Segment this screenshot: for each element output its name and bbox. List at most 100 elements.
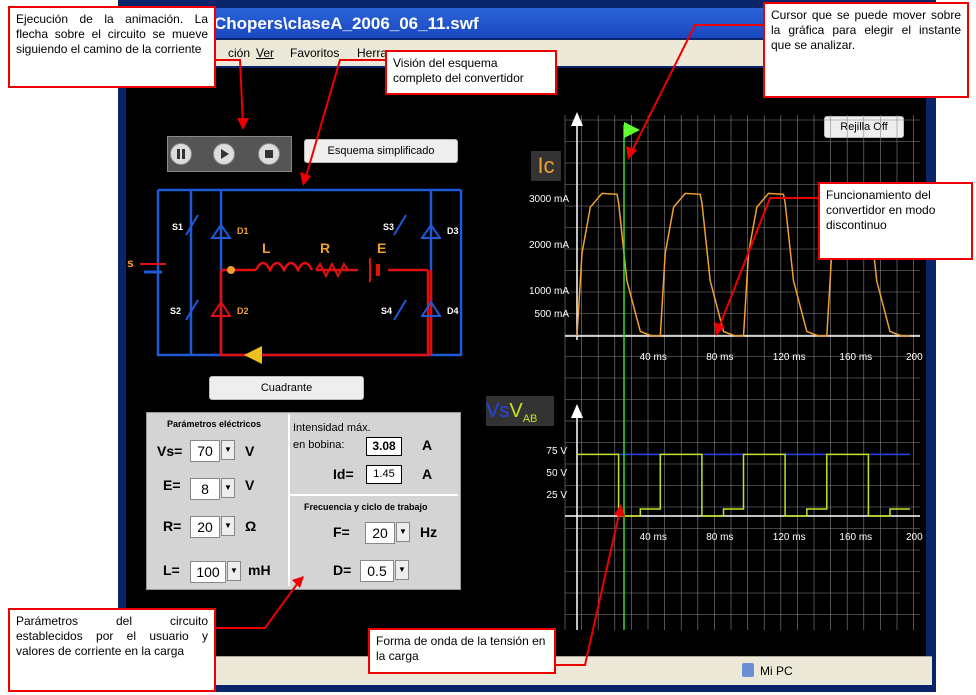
note-scheme: Visión del esquema completo del converti… xyxy=(385,50,557,95)
quadrant-button[interactable]: Cuadrante xyxy=(209,376,364,400)
menu-tools[interactable]: Herra xyxy=(357,46,388,60)
v-x-tick-label: 160 ms xyxy=(839,532,872,543)
stop-button[interactable] xyxy=(258,143,280,165)
diode-d2 xyxy=(210,300,232,317)
play-icon xyxy=(221,149,229,159)
label-s1: S1 xyxy=(172,222,184,232)
r-select[interactable]: 20 xyxy=(190,516,220,538)
ic-x-tick-label: 160 ms xyxy=(839,352,872,363)
vab-series-line xyxy=(577,453,910,517)
imax-unit: A xyxy=(422,437,433,453)
chevron-down-icon[interactable]: ▼ xyxy=(221,516,235,536)
ic-tick-label: 1000 mA xyxy=(529,286,569,297)
label-d3: D3 xyxy=(447,226,459,236)
vs-unit: V xyxy=(245,443,255,459)
v-tick-label: 25 V xyxy=(546,490,567,501)
inductor-symbol xyxy=(254,261,314,273)
cursor-handle-icon xyxy=(624,122,640,138)
label-l: L xyxy=(262,240,271,256)
stop-icon xyxy=(265,150,273,158)
status-computer: Mi PC xyxy=(760,664,793,678)
id-label: Id= xyxy=(333,466,354,482)
switch-s4 xyxy=(393,299,407,321)
switch-s1 xyxy=(185,214,199,236)
switch-s2 xyxy=(185,299,199,321)
e-select[interactable]: 8 xyxy=(190,478,220,500)
ic-x-tick-label: 40 ms xyxy=(640,352,667,363)
chevron-down-icon[interactable]: ▼ xyxy=(395,560,409,580)
label-s2: S2 xyxy=(170,306,182,316)
pause-button[interactable] xyxy=(170,143,192,165)
label-r: R xyxy=(320,240,331,256)
l-unit: mH xyxy=(248,562,271,578)
v-x-tick-label: 200 ms xyxy=(906,532,926,543)
v-x-tick-label: 120 ms xyxy=(773,532,806,543)
label-s3: S3 xyxy=(383,222,395,232)
v-axis-arrow-icon xyxy=(571,404,583,418)
ic-axis-arrow-icon xyxy=(571,112,583,126)
e-label: E= xyxy=(163,477,181,493)
chevron-down-icon[interactable]: ▼ xyxy=(396,522,410,542)
imax-label: Intensidad máx. xyxy=(293,422,371,434)
ic-x-tick-label: 200 ms xyxy=(906,352,926,363)
ic-label: Ic xyxy=(531,151,561,181)
id-value: 1.45 xyxy=(366,465,402,484)
label-s4: S4 xyxy=(381,306,393,316)
d-select[interactable]: 0.5 xyxy=(360,560,394,582)
play-button[interactable] xyxy=(213,143,235,165)
menu-favorites[interactable]: Favoritos xyxy=(290,46,340,60)
v-x-tick-label: 40 ms xyxy=(640,532,667,543)
scheme-button[interactable]: Esquema simplificado xyxy=(304,139,458,163)
menu-view[interactable]: Ver xyxy=(256,46,275,60)
diode-d3 xyxy=(420,223,442,239)
chevron-down-icon[interactable]: ▼ xyxy=(221,478,235,498)
diode-d4 xyxy=(420,300,442,317)
current-arrow-icon xyxy=(244,346,262,364)
note-cursor: Cursor que se puede mover sobre la gráfi… xyxy=(763,2,969,98)
freq-params-title: Frecuencia y ciclo de trabajo xyxy=(304,502,428,512)
l-label: L= xyxy=(163,562,180,578)
pause-icon xyxy=(177,149,185,159)
note-parameters: Parámetros del circuito establecidos por… xyxy=(8,608,216,692)
ic-tick-label: 2000 mA xyxy=(529,240,569,251)
ic-tick-label: 500 mA xyxy=(535,309,570,320)
label-d4: D4 xyxy=(447,306,459,316)
circuit-diagram xyxy=(140,188,463,364)
vs-select[interactable]: 70 xyxy=(190,440,220,462)
id-unit: A xyxy=(422,466,433,482)
note-waveform: Forma de onda de la tensión en la carga xyxy=(368,628,556,674)
label-source: s xyxy=(127,256,134,270)
switch-s3 xyxy=(393,214,407,236)
e-unit: V xyxy=(245,477,255,493)
diode-d1 xyxy=(210,223,232,239)
v-tick-label: 75 V xyxy=(546,446,567,457)
l-select[interactable]: 100 xyxy=(190,561,226,583)
vs-legend: Vs xyxy=(486,400,510,422)
label-d1: D1 xyxy=(237,226,249,236)
imax-label-2: en bobina: xyxy=(293,439,345,451)
electric-params-title: Parámetros eléctricos xyxy=(167,419,262,429)
vab-sub: AB xyxy=(522,413,538,425)
f-select[interactable]: 20 xyxy=(365,522,395,544)
resistor-symbol xyxy=(315,261,349,279)
label-d2: D2 xyxy=(237,306,249,316)
menu-edit[interactable]: ción xyxy=(228,46,251,60)
f-unit: Hz xyxy=(420,524,438,540)
vs-label: Vs= xyxy=(157,443,183,459)
v-legend: VsVAB xyxy=(486,396,554,426)
ic-tick-label: 3000 mA xyxy=(529,194,569,205)
d-label: D= xyxy=(333,562,352,578)
ic-x-tick-label: 80 ms xyxy=(706,352,733,363)
ic-x-tick-label: 120 ms xyxy=(773,352,806,363)
f-label: F= xyxy=(333,524,350,540)
note-discontinuous: Funcionamiento del convertidor en modo d… xyxy=(818,182,973,260)
v-tick-label: 50 V xyxy=(546,468,567,479)
chevron-down-icon[interactable]: ▼ xyxy=(227,561,241,581)
chevron-down-icon[interactable]: ▼ xyxy=(221,440,235,460)
note-animation: Ejecución de la animación. La flecha sob… xyxy=(8,6,216,88)
window-title: Chopers\claseA_2006_06_11.swf xyxy=(214,14,479,33)
r-unit: Ω xyxy=(245,518,257,534)
vab-legend: V xyxy=(509,400,523,422)
r-label: R= xyxy=(163,518,182,534)
